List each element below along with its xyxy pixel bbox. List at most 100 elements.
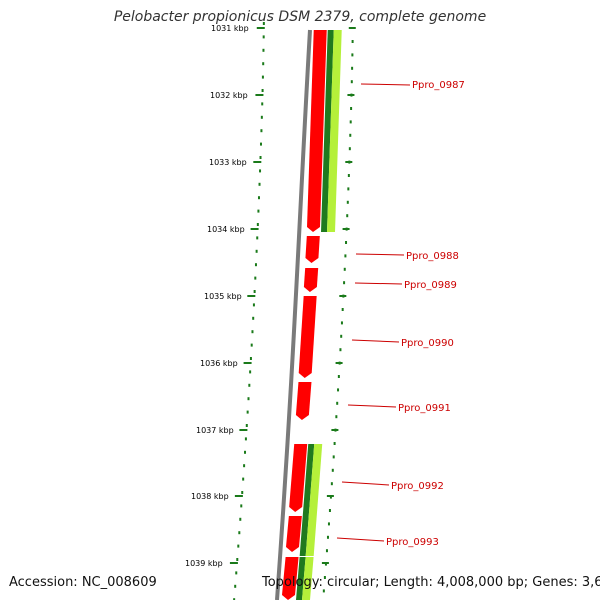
gc-track [296,30,342,600]
feature-dot [337,388,340,392]
gene-leader-line [347,404,397,408]
feature-dot [336,401,339,405]
scale-major-tick [255,94,264,96]
feature-major-tick [331,429,339,431]
kbp-scale-labels: 1031 kbp 1032 kbp 1033 kbp 1034 kbp 1035… [185,24,249,568]
feature-dot [331,468,334,472]
gene-leader-line [351,339,400,343]
feature-dot [340,321,343,325]
feature-major-tick [339,295,347,297]
gene-leader-line [354,282,403,285]
scale-dot [245,424,248,427]
feature-dot [346,200,349,204]
feature-dot [347,187,350,191]
kbp-label: 1039 kbp [185,559,223,568]
kbp-label: 1037 kbp [196,426,234,435]
scale-dot [246,410,249,414]
feature-dot [324,562,327,566]
feature-dot [322,589,325,593]
feature-major-tick [348,27,356,29]
feature-dot [347,174,350,177]
scale-dot [238,531,241,535]
cds-track [282,30,327,600]
feature-dot [337,375,340,378]
scale-dot [253,290,256,293]
gene-label[interactable]: Ppro_0990 [401,338,454,349]
kbp-label: 1033 kbp [209,158,247,167]
scale-major-tick [250,228,259,230]
gene-leader-line [360,83,411,86]
cds-block [282,557,299,600]
accession-text: Accession: NC_008609 [9,575,157,590]
feature-dot [323,576,326,579]
scale-dot [259,156,262,159]
feature-dot [335,415,338,419]
scale-dot [235,571,238,575]
scale-dot [243,464,246,468]
scale-dot [249,370,252,374]
feature-dot [326,535,329,539]
feature-dot [349,133,352,137]
gene-label[interactable]: Ppro_0992 [391,481,444,492]
scale-dot [262,22,265,25]
gene-label[interactable]: Ppro_0987 [412,80,465,91]
cds-block [305,236,320,263]
cds-block [285,516,302,552]
scale-dot [252,303,255,307]
scale-major-tick [234,495,243,497]
scale-major-tick [229,562,238,564]
feature-major-tick [347,94,355,96]
scale-major-tick [243,362,252,364]
gc-band-dark [321,30,334,232]
scale-dot [247,397,250,401]
feature-dot [328,509,331,512]
scale-track [229,22,265,602]
feature-dot [333,442,336,445]
gc-band-light [302,557,314,600]
gene-leader-line [341,481,390,486]
kbp-label: 1036 kbp [200,359,238,368]
scale-dot [252,316,255,320]
scale-dot [261,102,264,106]
scale-major-tick [247,295,256,297]
feature-dot [351,40,354,43]
gene-label[interactable]: Ppro_0991 [398,403,451,414]
feature-dot [343,267,346,271]
scale-dot [250,343,253,347]
scale-dot [251,330,254,334]
scale-dot [249,357,252,360]
cds-block [289,444,308,512]
cds-block [295,382,312,420]
feature-dot [348,147,351,151]
feature-dot [332,455,335,459]
feature-dot [351,53,354,57]
feature-dot [351,66,354,70]
feature-major-tick [326,495,334,497]
scale-dot [257,196,260,200]
scale-dot [239,517,242,521]
gc-band-dark [299,444,315,556]
gene-label[interactable]: Ppro_0993 [386,537,439,548]
feature-dot [339,348,342,352]
kbp-label: 1034 kbp [207,225,245,234]
scale-dot [256,223,259,226]
scale-major-tick [253,161,262,163]
scale-dot [260,129,263,133]
cds-block [298,296,317,378]
scale-dot [234,584,237,588]
scale-dot [241,491,244,494]
scale-dot [240,504,243,508]
kbp-label: 1031 kbp [211,24,249,33]
scale-dot [242,477,245,481]
feature-major-tick [342,228,350,230]
scale-dot [258,182,261,186]
scale-dot [236,558,239,561]
gene-leader-line [355,253,405,256]
gene-label[interactable]: Ppro_0989 [404,280,457,291]
scale-dot [260,115,263,119]
gene-label[interactable]: Ppro_0988 [406,251,459,262]
feature-dot [344,254,347,258]
backbone-arc [275,29,312,601]
scale-dot [255,249,258,253]
